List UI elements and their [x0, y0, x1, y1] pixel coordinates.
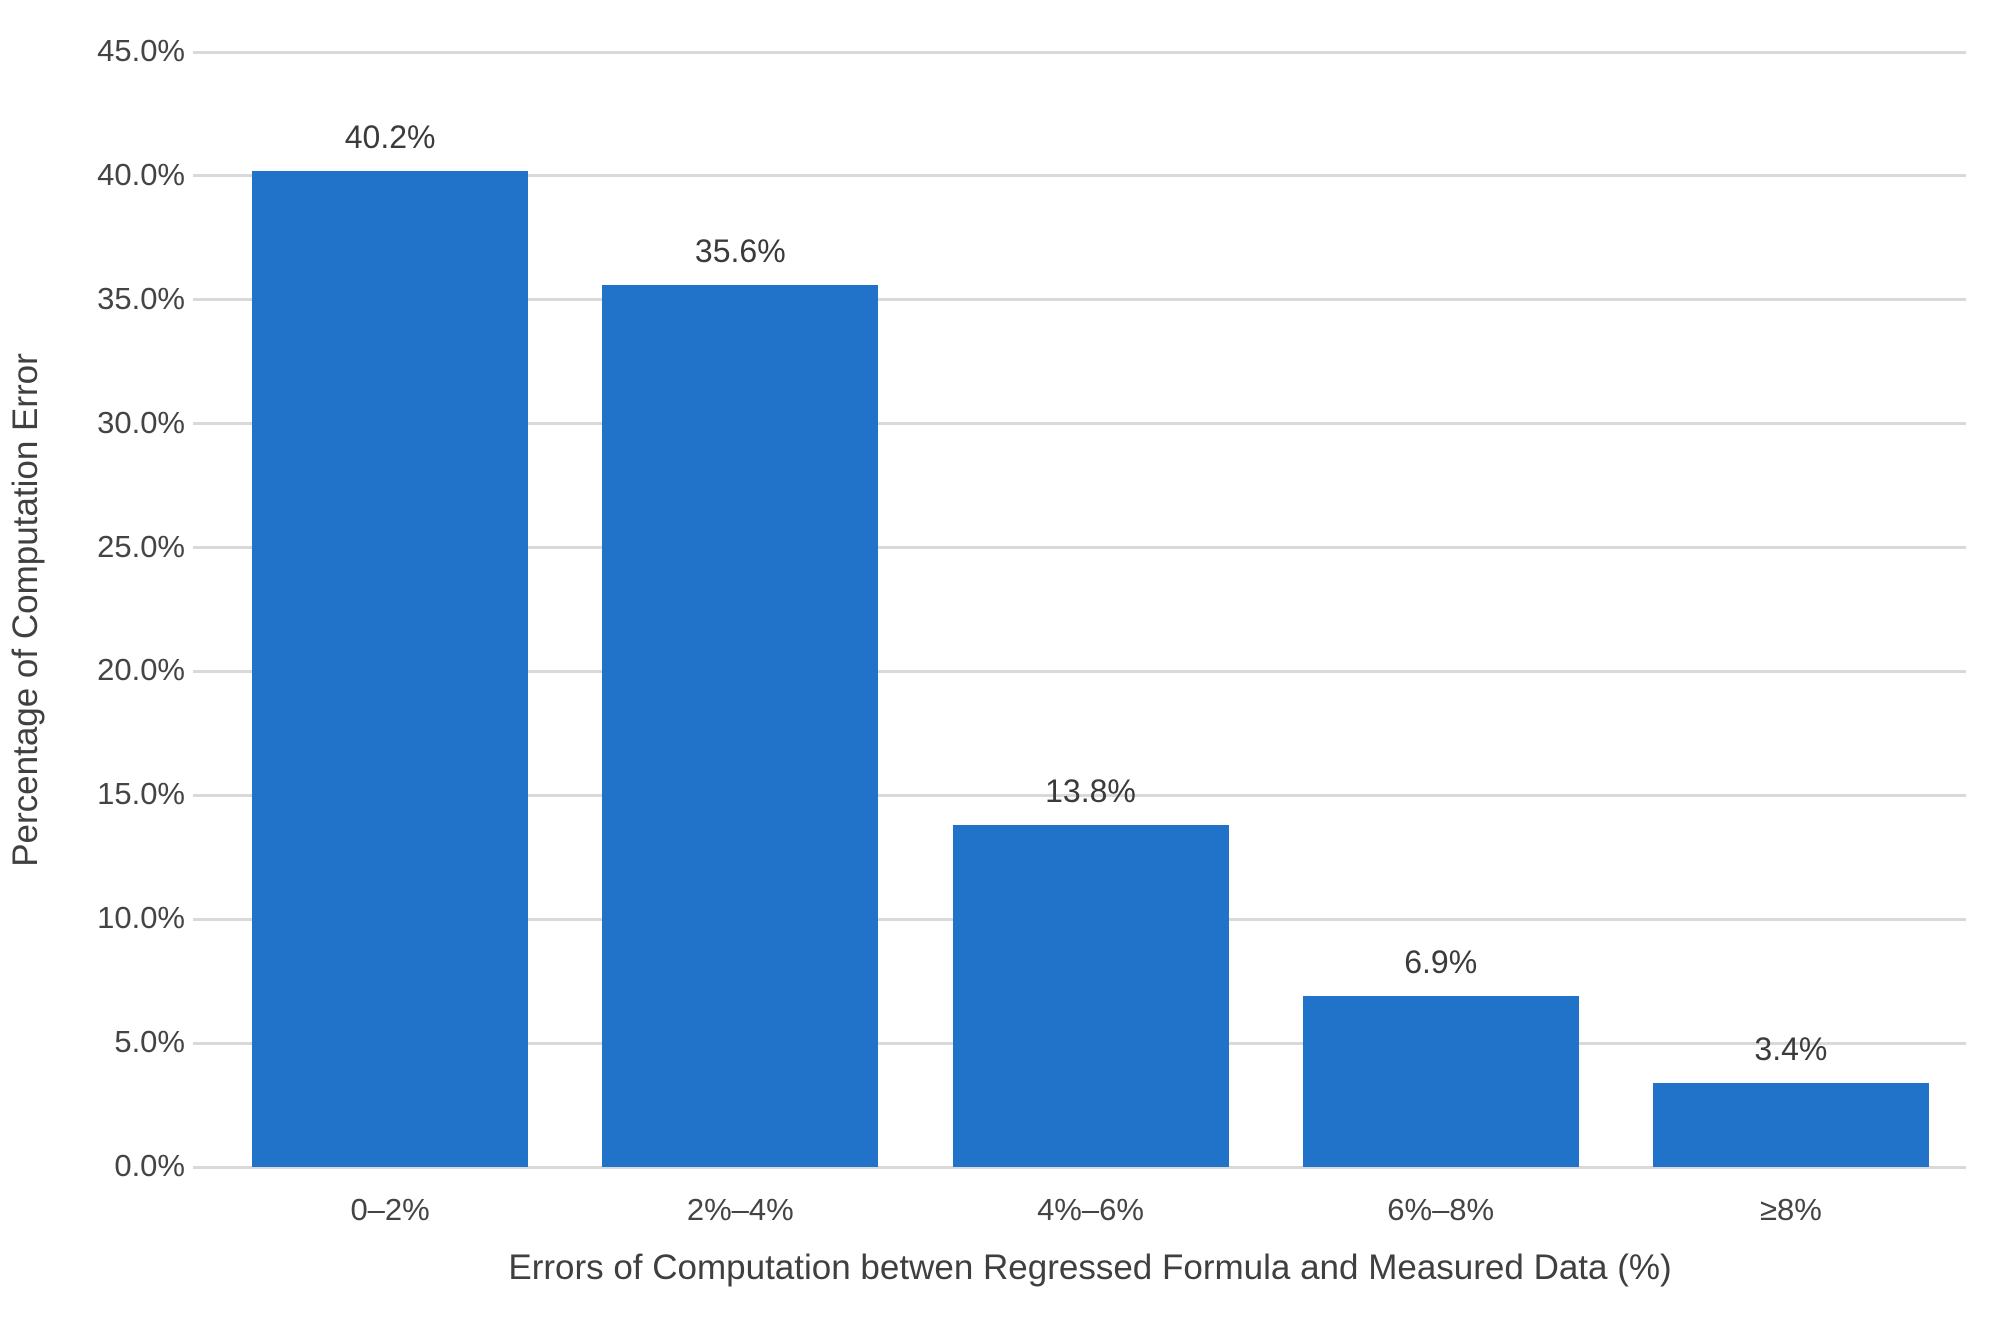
- gridline: [193, 50, 1966, 54]
- gridline: [193, 546, 1966, 550]
- bar-data-label: 13.8%: [1045, 773, 1136, 810]
- bar-4%–6%: [952, 825, 1229, 1167]
- bar-data-label: 40.2%: [344, 118, 436, 155]
- bar-6%–8%: [1302, 996, 1579, 1167]
- y-axis-tick-label: 45.0%: [97, 33, 185, 68]
- y-axis-tick-label: 5.0%: [114, 1024, 185, 1060]
- gridline: [193, 298, 1966, 302]
- y-axis-tick-label: 30.0%: [97, 404, 185, 440]
- y-axis-tick-label: 10.0%: [97, 900, 185, 936]
- bar-data-label: 6.9%: [1404, 944, 1478, 981]
- x-axis-tick-label: 6%–8%: [1387, 1192, 1495, 1227]
- y-axis-title: Percentage of Computation Error: [6, 353, 45, 867]
- y-axis-tick-label: 20.0%: [97, 652, 185, 688]
- y-axis-tick-label: 0.0%: [114, 1148, 185, 1183]
- x-axis-tick-label: 4%–6%: [1037, 1192, 1144, 1227]
- gridline: [193, 669, 1966, 673]
- y-axis-tick-label: 25.0%: [97, 528, 185, 564]
- bar-data-label: 35.6%: [694, 232, 786, 269]
- bar-2%–4%: [602, 284, 879, 1167]
- gridline: [193, 174, 1966, 178]
- bar-0–2%: [252, 170, 529, 1167]
- y-axis-tick-label: 15.0%: [97, 776, 185, 812]
- x-axis-tick-label: 0–2%: [350, 1192, 430, 1227]
- bar-data-label: 3.4%: [1754, 1030, 1828, 1067]
- x-axis-tick-label: ≥8%: [1759, 1192, 1822, 1227]
- y-axis-tick-label: 35.0%: [97, 280, 185, 316]
- x-axis-tick-label: 2%–4%: [686, 1192, 794, 1227]
- x-axis-title: Errors of Computation betwen Regressed F…: [508, 1248, 1672, 1287]
- gridline: [193, 793, 1966, 797]
- y-axis-tick-label: 40.0%: [97, 156, 185, 192]
- plot-area: 40.2% 35.6% 13.8% 6.9% 3.4%: [193, 50, 1966, 1169]
- gridline: [193, 1165, 1966, 1169]
- gridline: [193, 422, 1966, 426]
- bar-≥8%: [1652, 1082, 1929, 1167]
